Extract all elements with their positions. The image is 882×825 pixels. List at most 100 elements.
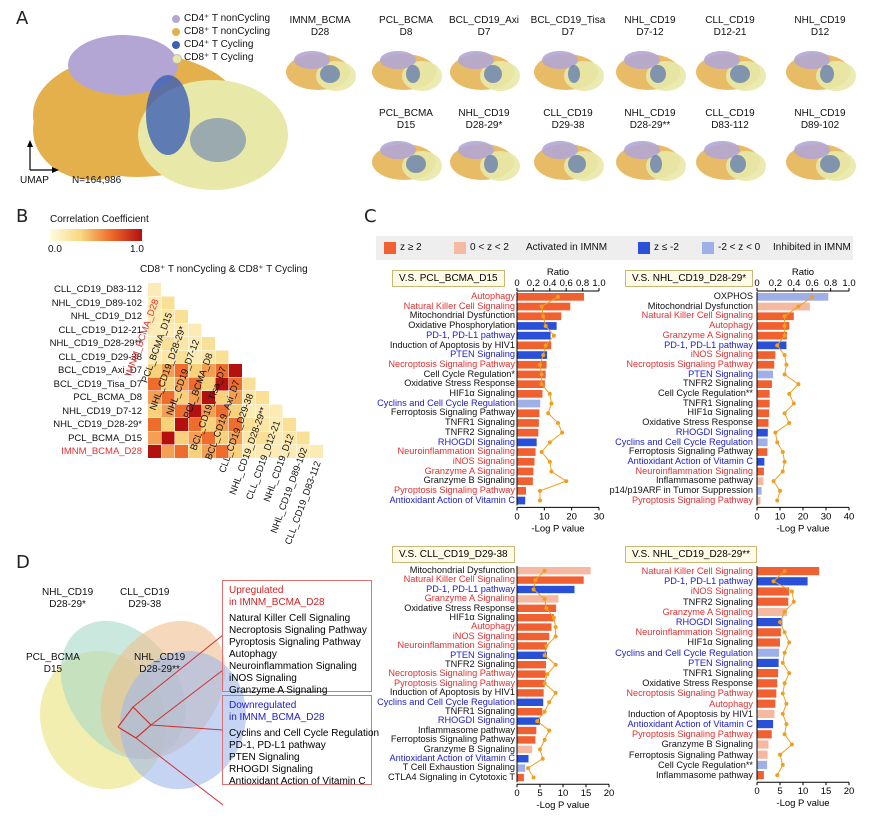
chart-bar (517, 642, 547, 650)
chart-category-label: PD-1, PD-L1 pathway (426, 329, 515, 340)
heatmap-cell (310, 445, 323, 458)
x-axis-label: -Log P value (531, 523, 584, 534)
ratio-point (787, 391, 792, 396)
chart-bar (517, 448, 536, 456)
chart-category-label: Natural Killer Cell Signaling (403, 300, 515, 311)
ratio-point (549, 469, 554, 474)
chart-bar (517, 773, 524, 782)
chart-bar (757, 760, 768, 769)
ratio-point (787, 420, 792, 425)
x-axis-label: -Log P value (776, 523, 829, 534)
ratio-point (538, 747, 542, 752)
ratio-point (775, 343, 780, 348)
top-tick-label: 0.4 (543, 278, 556, 289)
ratio-point (544, 643, 549, 648)
down-pathway-item: PTEN Signaling (229, 752, 300, 763)
heatmap-cell (215, 377, 229, 391)
legend-dot-cd4-c (172, 41, 180, 49)
heatmap-cell (175, 323, 188, 337)
chart-bar (757, 360, 775, 369)
ratio-point (782, 569, 787, 574)
heatmap-cell (188, 364, 202, 377)
ratio-point (796, 382, 801, 387)
ratio-point (782, 650, 787, 655)
umap-sample-label: CLL_CD19 D29-38 (543, 108, 593, 131)
chart-category-label: Pyroptosis Signaling Pathway (631, 729, 753, 740)
chart-category-label: Cell Cycle Regulation** (658, 388, 753, 398)
chart-bar (757, 380, 772, 388)
chart-category-label: Neuroinflammation Signaling (635, 465, 753, 476)
heatmap-cell (161, 418, 175, 431)
heatmap-cell (161, 296, 175, 310)
heatmap-cell (148, 364, 161, 377)
top-tick-label: 0.6 (806, 278, 819, 289)
x-tick-label: 0 (514, 511, 519, 522)
umap-sample-label: IMNM_BCMA D28 (289, 15, 351, 38)
x-tick-label: 10 (775, 511, 786, 522)
heatmap-row-label: BCL_CD19_Axi_D7 (58, 365, 142, 376)
ratio-point (542, 737, 547, 742)
chart-bar (757, 607, 787, 616)
cbar-title: Correlation Coefficient (50, 214, 149, 225)
chart-bar (757, 648, 780, 657)
heatmap-cell (188, 418, 202, 431)
ratio-point (537, 498, 542, 503)
chart-category-label: TNFR2 Signaling (445, 426, 515, 437)
heatmap-cell (202, 391, 215, 404)
up-regulated-box: Upregulated in IMNM_BCMA_D28 Natural Kil… (222, 580, 372, 696)
chart-category-label: Induction of Apoptosis by HIV1 (627, 708, 753, 719)
chart-category-label: TNFR2 Signaling (683, 378, 753, 389)
heatmap-row-label: NHL_CD19_D28-29* (53, 419, 142, 430)
chart-category-label: Necroptosis Signaling Pathway (626, 358, 753, 369)
ratio-point (537, 488, 542, 493)
umap-sample-plot (372, 141, 442, 181)
legend-up-strong-label: z ≥ 2 (400, 242, 422, 253)
x-tick-label: 5 (537, 788, 542, 799)
chart-bar (517, 331, 551, 340)
ratio-point (778, 620, 782, 625)
ratio-point (784, 722, 789, 727)
heatmap-cell (215, 404, 229, 418)
chart-category-label: Cyclins and Cell Cycle Regulation (615, 647, 753, 658)
heatmap-cell (175, 310, 188, 323)
ratio-point (780, 469, 785, 474)
ratio-point (533, 578, 538, 583)
legend-cd4-c: CD4⁺ T Cycling (184, 39, 254, 50)
chart-category-label: TNFR1 Signaling (445, 417, 515, 428)
ratio-point (791, 599, 796, 604)
heatmap-cell (175, 431, 188, 445)
top-tick-label: 0 (754, 278, 759, 289)
heatmap-cell (161, 310, 175, 323)
heatmap-cell (242, 418, 256, 431)
venn-up-connector (132, 634, 224, 708)
up-pathway-item: Necroptosis Signaling Pathway (229, 625, 367, 636)
ratio-point (542, 653, 547, 658)
ratio-point (787, 671, 792, 676)
venn-diagram (40, 620, 246, 806)
heatmap-cell (229, 364, 242, 377)
ratio-point (542, 709, 547, 714)
ratio-line (539, 296, 568, 501)
heatmap-row-label: PCL_BCMA_D8 (73, 392, 142, 403)
ratio-point (789, 589, 794, 594)
ratio-point (782, 630, 787, 635)
heatmap-cell (161, 364, 175, 377)
ratio-point (782, 681, 787, 686)
up-pathway-item: Granzyme A Signaling (229, 685, 328, 696)
umap-sample-label: BCL_CD19_Tisa D7 (530, 15, 606, 38)
chart-title: V.S. PCL_BCMA_D15 (392, 270, 505, 287)
chart-category-label: Cyclins and Cell Cycle Regulation (377, 696, 515, 707)
ratio-point (778, 752, 782, 757)
chart-category-label: RHOGDI Signaling (437, 715, 515, 726)
up-pathway-item: Neuroinflammation Signaling (229, 661, 357, 672)
ratio-point (780, 691, 785, 696)
heatmap-cell (202, 445, 215, 458)
ratio-point (782, 411, 787, 416)
chart-category-label: Mitochondrial Dysfunction (409, 310, 515, 321)
ratio-point (537, 362, 542, 367)
heatmap-cell (283, 445, 296, 458)
ratio-point (780, 711, 785, 716)
chart-bar (757, 293, 829, 301)
chart-category-label: Granzyme A Signaling (424, 465, 515, 476)
ratio-point (782, 333, 787, 338)
